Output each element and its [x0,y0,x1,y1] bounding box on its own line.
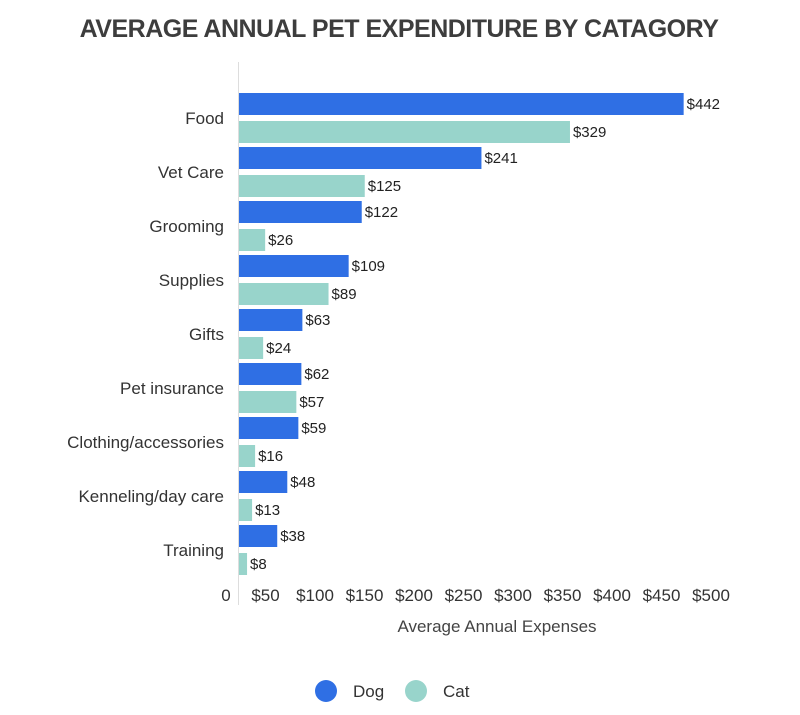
data-label: $26 [268,232,293,249]
data-label: $48 [290,474,315,491]
category-label: Supplies [159,271,224,290]
data-label: $62 [304,366,329,383]
bar-dog [239,363,302,385]
category-label: Vet Care [158,163,224,182]
data-label: $38 [280,528,305,545]
legend: Dog Cat [315,680,470,702]
category-label: Pet insurance [120,379,224,398]
x-tick-label: $150 [346,586,384,605]
data-label: $8 [250,556,267,573]
x-tick-label: $250 [445,586,483,605]
x-tick-label: $350 [544,586,582,605]
data-label: $59 [301,420,326,437]
bar-cat [239,499,253,521]
data-label: $13 [255,502,280,519]
x-tick-label: 0 [221,586,230,605]
bar-dog [239,525,278,547]
bar-dog [239,255,349,277]
data-label: $442 [687,96,720,113]
bar-cat [239,445,256,467]
bar-cat [239,175,365,197]
data-label: $24 [266,340,291,357]
x-tick-label: $450 [643,586,681,605]
x-tick-label: $300 [494,586,532,605]
data-label: $241 [484,150,517,167]
bar-dog [239,471,288,493]
category-label: Food [185,109,224,128]
legend-marker-dog [315,680,337,702]
bar-cat [239,229,266,251]
bar-cat [239,553,248,575]
bar-cat [239,121,570,143]
data-label: $109 [352,258,385,275]
x-tick-label: $500 [692,586,730,605]
chart-title: AVERAGE ANNUAL PET EXPENDITURE BY CATAGO… [80,15,720,43]
bar-dog [239,147,482,169]
x-tick-label: $100 [296,586,334,605]
legend-label: Cat [443,682,470,701]
category-label: Grooming [149,217,224,236]
bar-dog [239,309,303,331]
data-label: $122 [365,204,398,221]
category-label: Clothing/accessories [67,433,224,452]
category-label: Training [163,541,224,560]
bar-dog [239,201,362,223]
bar-cat [239,283,329,305]
legend-label: Dog [353,682,384,701]
data-label: $63 [305,312,330,329]
x-tick-label: $400 [593,586,631,605]
x-tick-label: $200 [395,586,433,605]
bar-dog [239,417,299,439]
bar-cat [239,337,264,359]
bar-dog [239,93,684,115]
category-label: Gifts [189,325,224,344]
data-label: $16 [258,448,283,465]
x-axis-label: Average Annual Expenses [397,617,596,636]
x-tick-label: $50 [251,586,279,605]
bar-cat [239,391,297,413]
data-label: $125 [368,178,401,195]
data-label: $57 [299,394,324,411]
data-label: $89 [332,286,357,303]
legend-marker-cat [405,680,427,702]
category-label: Kenneling/day care [78,487,224,506]
data-label: $329 [573,124,606,141]
